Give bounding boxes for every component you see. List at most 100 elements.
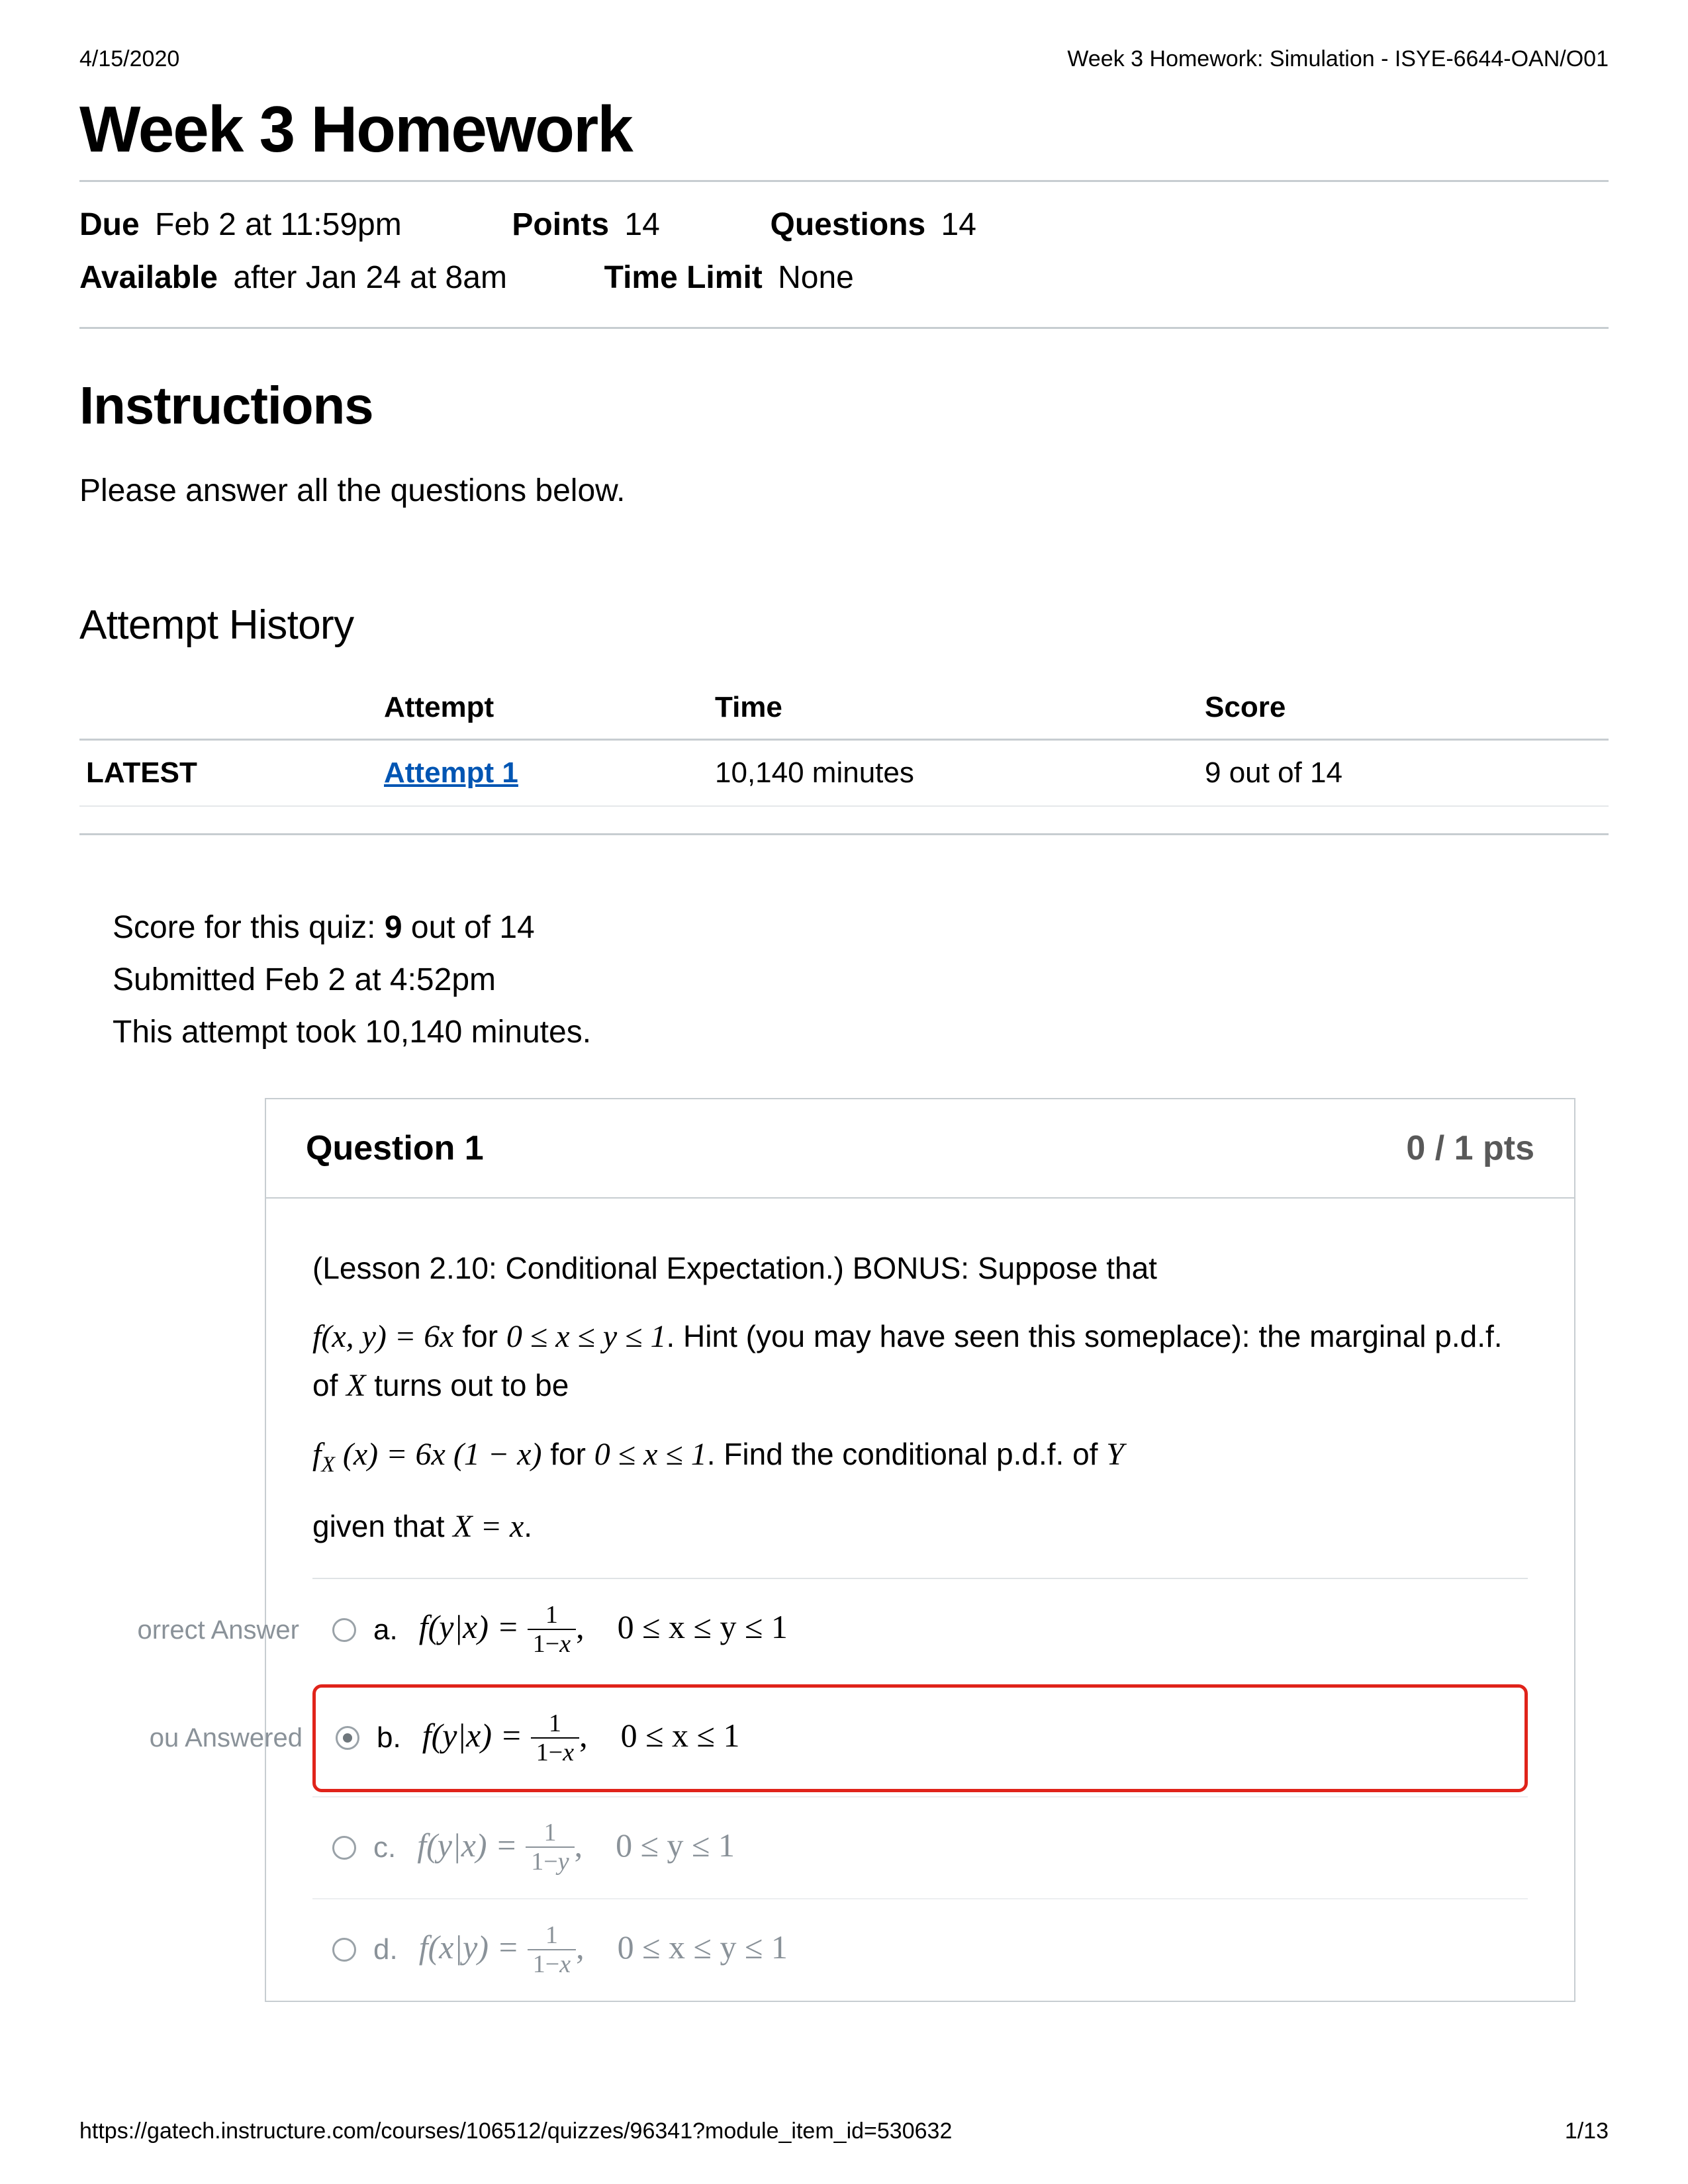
math-span: X = x <box>453 1509 524 1544</box>
latest-cell: LATEST <box>79 739 377 806</box>
math-span: Y <box>1106 1437 1124 1472</box>
timelimit-label: Time Limit <box>604 260 763 295</box>
fraction: 11−x <box>531 1711 579 1765</box>
denominator: 1−x <box>528 1630 576 1657</box>
prompt-line-4: given that X = x. <box>312 1502 1528 1551</box>
fraction: 11−y <box>526 1820 574 1874</box>
print-date: 4/15/2020 <box>79 46 179 72</box>
prompt-line-3: fX (x) = 6x (1 − x) for 0 ≤ x ≤ 1. Find … <box>312 1430 1528 1482</box>
fraction: 11−x <box>528 1602 576 1657</box>
attempt-link[interactable]: Attempt 1 <box>384 756 518 789</box>
denominator: 1−y <box>526 1848 574 1874</box>
attempt-history-heading: Attempt History <box>79 602 1609 649</box>
instructions-heading: Instructions <box>79 375 1609 436</box>
score-cell: 9 out of 14 <box>1198 739 1609 806</box>
denominator: 1−x <box>531 1739 579 1765</box>
den-pre: 1− <box>533 1630 559 1658</box>
available-label: Available <box>79 260 218 295</box>
math-span: f(x, y) = 6x <box>312 1319 454 1354</box>
condition: , 0 ≤ y ≤ 1 <box>575 1827 735 1864</box>
option-letter: a. <box>373 1608 398 1653</box>
footer-url: https://gatech.instructure.com/courses/1… <box>79 2118 952 2144</box>
col-attempt: Attempt <box>377 682 708 740</box>
text-span: . Find the conditional p.d.f. of <box>707 1437 1106 1471</box>
answer-option-c[interactable]: c. f(y|x) = 11−y, 0 ≤ y ≤ 1 <box>312 1796 1528 1899</box>
numerator: 1 <box>526 1820 574 1848</box>
answer-option-a[interactable]: orrect Answer a. f(y|x) = 11−x, 0 ≤ x ≤ … <box>312 1578 1528 1680</box>
den-var: y <box>558 1848 569 1876</box>
instructions-text: Please answer all the questions below. <box>79 473 1609 509</box>
question-points: 0 / 1 pts <box>1406 1128 1534 1168</box>
questions-label: Questions <box>771 207 926 242</box>
quiz-meta: Due Feb 2 at 11:59pm Points 14 Questions… <box>79 182 1609 327</box>
score-suffix: out of 14 <box>402 910 535 945</box>
score-line: Score for this quiz: 9 out of 14 <box>113 901 1609 954</box>
answers-block: orrect Answer a. f(y|x) = 11−x, 0 ≤ x ≤ … <box>312 1578 1528 2000</box>
print-footer: https://gatech.instructure.com/courses/1… <box>79 2118 1609 2144</box>
option-letter: b. <box>377 1715 401 1760</box>
divider <box>79 833 1609 835</box>
fx-sub: X <box>321 1453 335 1477</box>
question-title: Question 1 <box>306 1128 484 1168</box>
divider <box>79 327 1609 329</box>
option-letter: d. <box>373 1927 398 1972</box>
print-doc-title: Week 3 Homework: Simulation - ISYE-6644-… <box>1067 46 1609 72</box>
attempt-cell: Attempt 1 <box>377 739 708 806</box>
score-prefix: Score for this quiz: <box>113 910 385 945</box>
fx-f: f <box>312 1437 321 1472</box>
radio-icon <box>336 1726 359 1750</box>
timelimit-value: None <box>778 260 854 295</box>
col-blank <box>79 682 377 740</box>
den-var: x <box>559 1950 571 1978</box>
option-math: f(x|y) = 11−x, 0 ≤ x ≤ y ≤ 1 <box>419 1922 788 1978</box>
denominator: 1−x <box>528 1950 576 1977</box>
time-cell: 10,140 minutes <box>708 739 1198 806</box>
option-math: f(y|x) = 11−x, 0 ≤ x ≤ y ≤ 1 <box>419 1602 788 1658</box>
attempt-history-table: Attempt Time Score LATEST Attempt 1 10,1… <box>79 682 1609 807</box>
text-span: . <box>524 1509 532 1543</box>
answer-option-b[interactable]: ou Answered b. f(y|x) = 11−x, 0 ≤ x ≤ 1 <box>312 1684 1528 1792</box>
condition: , 0 ≤ x ≤ y ≤ 1 <box>576 1929 788 1966</box>
numerator: 1 <box>528 1923 576 1950</box>
option-letter: c. <box>373 1825 396 1870</box>
condition: , 0 ≤ x ≤ 1 <box>579 1717 739 1754</box>
question-header: Question 1 0 / 1 pts <box>266 1099 1574 1199</box>
option-math: f(y|x) = 11−x, 0 ≤ x ≤ 1 <box>422 1710 740 1766</box>
question-body: (Lesson 2.10: Conditional Expectation.) … <box>266 1199 1574 2000</box>
you-answered-label: ou Answered <box>104 1717 316 1758</box>
duration-line: This attempt took 10,140 minutes. <box>113 1006 1609 1058</box>
math-span: 0 ≤ x ≤ 1 <box>594 1437 707 1472</box>
math-span: 0 ≤ x ≤ y ≤ 1 <box>506 1319 667 1354</box>
fraction: 11−x <box>528 1923 576 1977</box>
den-pre: 1− <box>531 1848 557 1876</box>
numerator: 1 <box>531 1711 579 1739</box>
option-math: f(y|x) = 11−y, 0 ≤ y ≤ 1 <box>417 1820 735 1876</box>
lhs: f(x|y) = <box>419 1929 528 1966</box>
fx-body: (x) = 6x (1 − x) <box>335 1437 542 1472</box>
points-label: Points <box>512 207 609 242</box>
due-label: Due <box>79 207 140 242</box>
answer-option-d[interactable]: d. f(x|y) = 11−x, 0 ≤ x ≤ y ≤ 1 <box>312 1898 1528 2001</box>
text-span: turns out to be <box>365 1368 569 1402</box>
radio-icon <box>332 1836 356 1860</box>
available-value: after Jan 24 at 8am <box>233 260 507 295</box>
due-value: Feb 2 at 11:59pm <box>155 207 402 242</box>
table-row: LATEST Attempt 1 10,140 minutes 9 out of… <box>79 739 1609 806</box>
den-var: x <box>563 1739 574 1766</box>
radio-icon <box>332 1938 356 1962</box>
math-span: fX (x) = 6x (1 − x) <box>312 1437 542 1472</box>
question-card: Question 1 0 / 1 pts (Lesson 2.10: Condi… <box>265 1098 1575 2001</box>
score-summary: Score for this quiz: 9 out of 14 Submitt… <box>113 901 1609 1059</box>
col-time: Time <box>708 682 1198 740</box>
points-value: 14 <box>624 207 659 242</box>
score-value: 9 <box>385 910 402 945</box>
condition: , 0 ≤ x ≤ y ≤ 1 <box>576 1608 788 1645</box>
page-title: Week 3 Homework <box>79 92 1609 167</box>
prompt-line-1: (Lesson 2.10: Conditional Expectation.) … <box>312 1245 1528 1292</box>
submitted-line: Submitted Feb 2 at 4:52pm <box>113 954 1609 1006</box>
den-pre: 1− <box>536 1739 563 1766</box>
prompt-line-2: f(x, y) = 6x for 0 ≤ x ≤ y ≤ 1. Hint (yo… <box>312 1312 1528 1411</box>
table-header-row: Attempt Time Score <box>79 682 1609 740</box>
text-span: given that <box>312 1509 453 1543</box>
text-span: for <box>454 1319 506 1353</box>
